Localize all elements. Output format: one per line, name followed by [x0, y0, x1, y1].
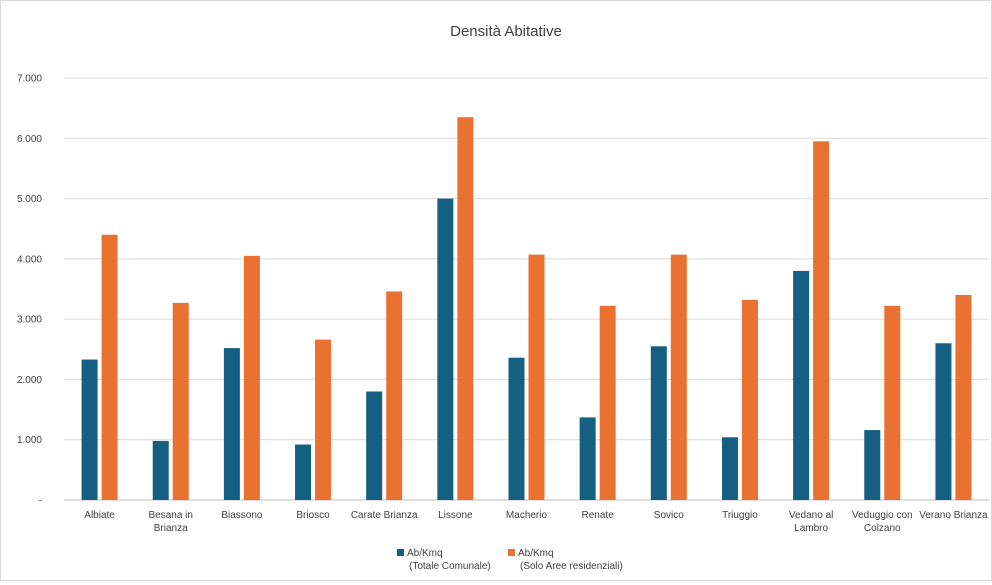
bar-aree-residenziali: [884, 305, 901, 500]
legend-label-totale-comunale: Ab/Kmq (Totale Comunale): [407, 548, 491, 572]
y-tick-label: 2.000: [17, 375, 42, 386]
y-tick-label: -: [39, 496, 42, 507]
x-category-label: Triuggio: [722, 510, 758, 521]
x-category-label: Lissone: [438, 510, 473, 521]
bar-aree-residenziali: [172, 302, 189, 500]
bar-aree-residenziali: [457, 117, 474, 500]
x-category-label: Vedano al Lambro: [789, 510, 834, 534]
x-category-label: Briosco: [296, 510, 330, 521]
x-category-label: Verano Brianza: [919, 510, 988, 521]
bars: [81, 117, 972, 501]
bar-totale-comunale: [721, 437, 738, 500]
bar-totale-comunale: [295, 444, 312, 500]
bar-aree-residenziali: [670, 254, 687, 500]
chart-title: Densità Abitative: [450, 23, 562, 40]
bar-totale-comunale: [508, 357, 525, 500]
x-category-label: Biassono: [221, 510, 263, 521]
y-tick-label: 7.000: [17, 74, 42, 85]
y-tick-label: 1.000: [17, 435, 42, 446]
bar-aree-residenziali: [813, 141, 830, 501]
bar-totale-comunale: [579, 417, 596, 500]
gridlines: [64, 77, 989, 501]
legend-swatch-aree-residenziali: [508, 549, 515, 556]
legend: Ab/Kmq (Totale Comunale) Ab/Kmq (Solo Aree …: [397, 548, 623, 572]
bar-totale-comunale: [152, 440, 169, 500]
x-category-label: Albiate: [84, 510, 115, 521]
y-tick-label: 5.000: [17, 194, 42, 205]
bar-aree-residenziali: [528, 254, 545, 500]
bar-aree-residenziali: [741, 299, 758, 500]
bar-aree-residenziali: [599, 305, 616, 500]
bar-aree-residenziali: [101, 234, 118, 500]
bar-totale-comunale: [437, 198, 454, 501]
x-category-label: Sovico: [654, 510, 684, 521]
bar-totale-comunale: [81, 359, 98, 500]
y-tick-label: 4.000: [17, 254, 42, 265]
bar-aree-residenziali: [243, 255, 260, 500]
bar-totale-comunale: [366, 391, 383, 500]
legend-swatch-totale-comunale: [397, 549, 404, 556]
x-category-label: Veduggio con Colzano: [852, 510, 913, 534]
bar-totale-comunale: [793, 270, 810, 500]
x-category-label: Renate: [582, 510, 615, 521]
y-tick-label: 6.000: [17, 134, 42, 145]
bar-aree-residenziali: [315, 339, 332, 500]
bar-totale-comunale: [650, 346, 667, 500]
bar-totale-comunale: [864, 430, 881, 500]
y-tick-label: 3.000: [17, 315, 42, 326]
x-axis-category-labels: Albiate Besana in Brianza Biassono Briosco Ca…: [84, 510, 988, 534]
legend-label-aree-residenziali: Ab/Kmq (Solo Aree residenziali): [518, 548, 623, 572]
bar-totale-comunale: [935, 343, 952, 500]
x-category-label: Besana in Brianza: [148, 510, 192, 534]
bar-aree-residenziali: [955, 295, 972, 500]
bar-aree-residenziali: [386, 291, 403, 500]
y-axis-ticks: - 1.000 2.000 3.000 4.000 5.000 6.000 7.000: [17, 74, 42, 507]
x-category-label: Macherio: [506, 510, 548, 521]
bar-totale-comunale: [223, 348, 240, 500]
x-category-label: Carate Brianza: [351, 510, 418, 521]
